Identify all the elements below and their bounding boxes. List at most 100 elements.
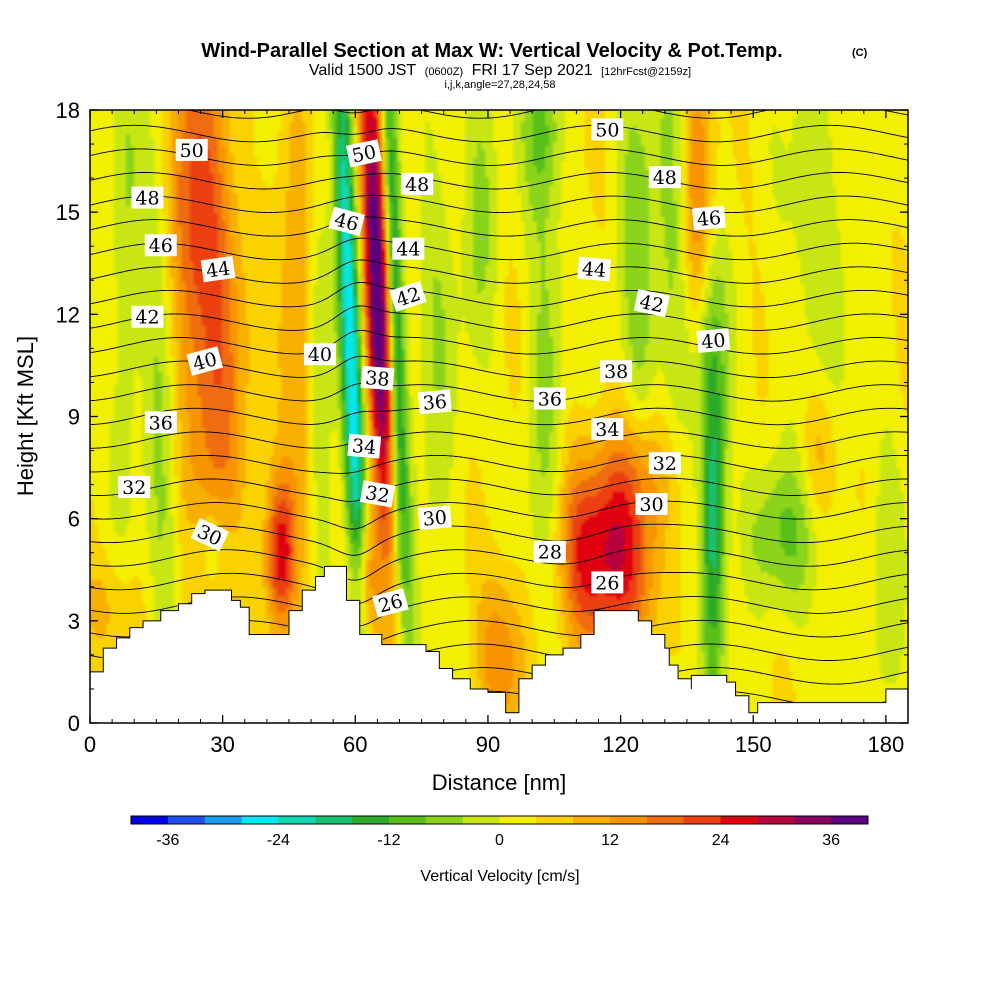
colorbar-frame — [130, 815, 869, 825]
colorbar-swatch — [499, 816, 537, 824]
x-tick-label: 30 — [210, 732, 234, 757]
y-tick-label: 3 — [68, 609, 80, 634]
chart-title: Wind-Parallel Section at Max W: Vertical… — [201, 40, 782, 62]
contour-label: 50 — [175, 138, 208, 162]
theta-contour-line — [90, 216, 908, 237]
contour-label: 36 — [417, 389, 452, 415]
y-axis-label: Height [Kft MSL] — [13, 336, 38, 496]
contour-label-text: 26 — [595, 572, 619, 594]
contour-label-text: 36 — [538, 388, 562, 410]
theta-contour-line — [90, 329, 908, 355]
theta-contour-line — [359, 596, 908, 627]
theta-contour-line — [231, 596, 302, 607]
x-tick-label: 90 — [476, 732, 500, 757]
theta-contour-line — [359, 572, 908, 604]
contour-label-text: 28 — [538, 542, 562, 564]
theta-contour-line — [90, 523, 908, 556]
contour-label-text: 46 — [696, 207, 722, 231]
subtitle-utc: (0600Z) — [425, 66, 464, 78]
terrain-mask — [90, 565, 908, 723]
contour-label: 42 — [131, 305, 164, 329]
colorbar-swatch — [573, 816, 611, 824]
theta-contour-line — [90, 355, 908, 379]
contour-label: 44 — [392, 237, 425, 261]
contour-label-text: 48 — [653, 167, 677, 189]
colorbar-tick-label: 24 — [712, 832, 730, 849]
colorbar: -36 -24 -12 0 12 24 36 — [130, 815, 869, 849]
theta-contour-line — [90, 632, 130, 638]
y-tick-label: 6 — [68, 507, 80, 532]
contour-label: 48 — [648, 166, 681, 189]
x-tick-label: 0 — [84, 732, 96, 757]
contour-label: 42 — [633, 289, 670, 318]
contour-label-text: 48 — [405, 174, 429, 196]
chart-title-mark: (C) — [852, 47, 868, 59]
contour-label: 26 — [591, 571, 624, 594]
colorbar-swatch — [388, 816, 427, 824]
contour-label: 32 — [648, 452, 681, 475]
y-tick-label: 0 — [68, 711, 80, 736]
colorbar-swatch — [278, 816, 316, 824]
theta-contour-line — [90, 148, 908, 166]
colorbar-swatch — [204, 816, 243, 824]
colorbar-label: Vertical Velocity [cm/s] — [420, 868, 579, 885]
theta-contour-line — [90, 572, 316, 591]
colorbar-swatch — [315, 816, 353, 824]
contour-label-text: 42 — [637, 291, 665, 318]
y-tick-label: 12 — [56, 302, 80, 327]
contour-label: 34 — [347, 433, 382, 459]
colorbar-tick-label: 12 — [601, 832, 619, 849]
colorbar-swatch — [462, 816, 500, 824]
contour-label-text: 50 — [595, 119, 619, 141]
theta-contour-line — [90, 407, 908, 426]
theta-contour-line — [90, 382, 908, 402]
theta-contour-line — [452, 667, 532, 674]
contour-label: 44 — [200, 255, 236, 283]
contour-label: 36 — [144, 411, 177, 434]
colorbar-swatch — [425, 816, 464, 824]
theta-contour-line — [90, 305, 908, 331]
contour-label: 50 — [345, 139, 382, 168]
contour-label-text: 48 — [135, 188, 159, 210]
contour-label-text: 38 — [604, 361, 628, 383]
x-tick-label: 150 — [735, 732, 772, 757]
contour-label-text: 36 — [149, 412, 173, 434]
subtitle-forecast: [12hrFcst@2159z] — [601, 66, 691, 78]
theta-contour-line — [90, 431, 908, 449]
contour-label: 30 — [417, 505, 452, 531]
theta-contour-line — [736, 691, 794, 703]
theta-contour-line — [90, 549, 324, 569]
theta-contour-line — [90, 500, 908, 530]
theta-contour-line — [90, 124, 908, 143]
contour-label-text: 50 — [180, 140, 204, 162]
contour-label-text: 36 — [422, 391, 448, 415]
colorbar-tick-label: -36 — [156, 832, 179, 849]
contour-label-text: 40 — [308, 344, 332, 366]
contour-label: 46 — [144, 234, 177, 257]
contour-label: 28 — [533, 540, 566, 564]
colorbar-swatch — [720, 816, 758, 824]
contour-label: 48 — [401, 172, 434, 196]
colorbar-tick-label: 36 — [822, 832, 840, 849]
x-tick-label: 180 — [868, 732, 905, 757]
colorbar-tick-label: -12 — [377, 832, 400, 849]
contour-label: 36 — [533, 387, 566, 410]
y-tick-label: 18 — [56, 98, 80, 123]
colorbar-tick-label: 0 — [495, 832, 504, 849]
theta-contour-line — [669, 643, 908, 661]
x-tick-label: 120 — [602, 732, 639, 757]
contour-label: 40 — [303, 343, 336, 366]
contour-label-text: 34 — [351, 435, 377, 459]
colorbar-swatch — [131, 816, 169, 824]
contour-label-text: 40 — [700, 330, 726, 354]
colorbar-swatch — [610, 816, 648, 824]
theta-contour-line — [347, 547, 908, 581]
contour-label-text: 44 — [396, 239, 420, 261]
contour-label: 38 — [600, 360, 633, 383]
contour-label: 48 — [131, 186, 164, 210]
contour-label-text: 38 — [364, 367, 390, 391]
contour-label: 32 — [359, 480, 396, 508]
contour-label-text: 32 — [122, 477, 146, 499]
